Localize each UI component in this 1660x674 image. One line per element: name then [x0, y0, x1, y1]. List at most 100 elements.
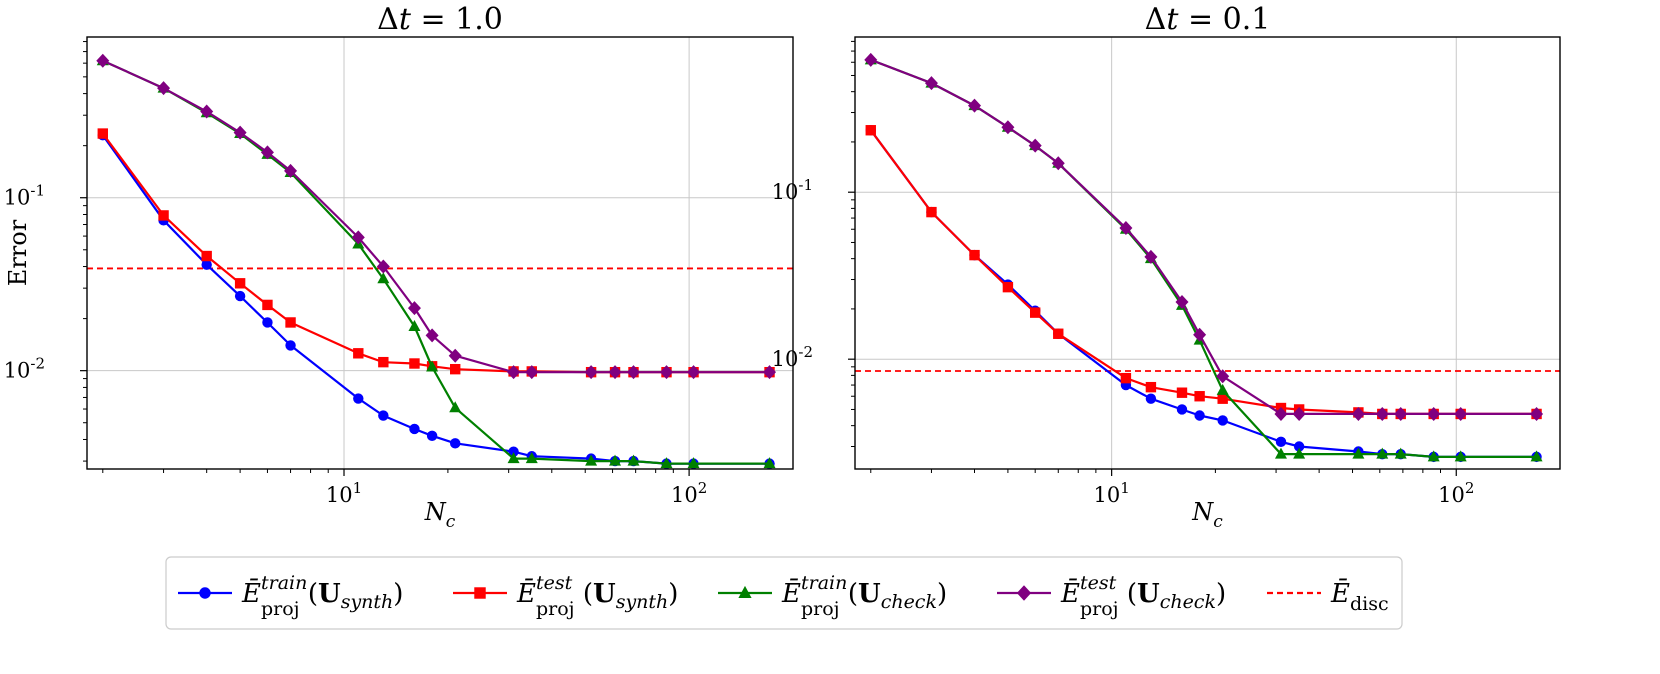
- data-point: [1530, 450, 1543, 462]
- legend-label: Ētrain proj (Ucheck): [781, 572, 947, 620]
- data-point: [200, 104, 214, 119]
- data-point: [1293, 441, 1305, 452]
- legend-marker: [474, 587, 486, 599]
- data-point: [627, 454, 640, 466]
- data-point: [1119, 221, 1133, 236]
- data-point: [260, 145, 274, 160]
- data-point: [425, 328, 439, 343]
- data-point: [1002, 281, 1014, 293]
- data-point: [157, 81, 171, 96]
- series-triangle: [96, 54, 776, 469]
- data-point: [1194, 391, 1205, 402]
- series-diamond: [864, 52, 1544, 421]
- legend-marker: [1016, 585, 1032, 601]
- data-point: [1194, 410, 1205, 421]
- data-point: [378, 356, 389, 368]
- legend-marker: [738, 585, 752, 598]
- data-point: [660, 365, 674, 380]
- data-point: [525, 452, 538, 464]
- data-point: [234, 278, 246, 289]
- data-point: [353, 348, 364, 359]
- data-point: [507, 365, 521, 380]
- data-point: [1274, 406, 1288, 421]
- data-point: [926, 206, 937, 218]
- data-point: [234, 290, 246, 302]
- data-point: [1144, 249, 1158, 264]
- series-line: [101, 134, 770, 465]
- data-point: [585, 454, 598, 466]
- data-point: [763, 457, 776, 469]
- data-point: [864, 52, 878, 67]
- data-point: [608, 365, 622, 380]
- chart-panel-2: 101 102 10-2 10-1 Δt = 0.1 Nc: [772, 2, 1561, 532]
- y-tick-label-1: 10-2: [4, 355, 45, 383]
- data-point: [408, 320, 421, 332]
- series-square: [865, 125, 1542, 420]
- series-circle: [97, 129, 775, 469]
- legend-entry-3: Ētrain proj (Ucheck): [718, 572, 947, 620]
- legend-label: Ētest proj (Usynth): [516, 572, 678, 620]
- y-tick-label-2: 10-1: [4, 182, 45, 210]
- legend-label: Ētest proj (Ucheck): [1060, 572, 1226, 620]
- legend-entry-2: Ētest proj (Usynth): [453, 572, 678, 620]
- data-point: [1427, 450, 1440, 462]
- data-point: [1028, 138, 1042, 153]
- data-point: [262, 317, 273, 328]
- data-point: [376, 259, 390, 274]
- data-point: [660, 457, 673, 469]
- data-point: [1293, 447, 1306, 459]
- chart-title: Δt = 0.1: [1145, 2, 1271, 37]
- data-point: [1145, 381, 1157, 393]
- series-diamond: [96, 53, 777, 380]
- data-point: [1394, 447, 1407, 459]
- data-point: [201, 250, 212, 262]
- data-point: [1275, 436, 1287, 448]
- data-point: [969, 249, 980, 261]
- data-point: [377, 272, 390, 284]
- data-point: [1394, 406, 1408, 421]
- data-point: [1001, 120, 1015, 135]
- chart-title: Δt = 1.0: [377, 2, 503, 37]
- data-point: [448, 348, 462, 363]
- plot-frame: [86, 36, 794, 470]
- data-point: [1216, 383, 1229, 395]
- series-line: [870, 58, 1537, 415]
- legend-label: Ēdisc: [1330, 578, 1389, 615]
- legend: Ētrain proj (Usynth) Ētest proj (Usynth) Ētr…: [165, 556, 1403, 630]
- data-point: [1375, 406, 1389, 421]
- chart-panel-1: 101 102 10-2 10-1 Δt = 1.0 Nc Error: [4, 2, 794, 532]
- data-point: [285, 317, 296, 328]
- legend-label: Ētrain proj (Usynth): [241, 572, 403, 620]
- data-point: [1454, 406, 1468, 421]
- data-point: [1274, 447, 1287, 459]
- y-axis-label: Error: [4, 219, 32, 286]
- x-tick-label-2: 102: [1438, 479, 1474, 507]
- data-point: [687, 365, 701, 380]
- data-point: [96, 53, 110, 68]
- legend-marker: [199, 587, 211, 599]
- data-point: [1145, 393, 1157, 404]
- data-point: [201, 259, 212, 270]
- data-point: [285, 340, 296, 351]
- data-point: [426, 360, 439, 372]
- data-point: [407, 301, 421, 316]
- data-point: [1352, 447, 1365, 459]
- x-tick-label-1: 101: [1094, 479, 1130, 507]
- data-point: [1217, 415, 1228, 426]
- data-point: [507, 452, 520, 464]
- data-point: [353, 393, 364, 404]
- data-point: [1427, 406, 1441, 421]
- y-tick-label-1: 10-2: [772, 343, 813, 371]
- data-point: [1120, 372, 1132, 384]
- data-point: [1051, 156, 1065, 171]
- x-tick-label-2: 102: [671, 479, 707, 507]
- data-point: [1053, 328, 1064, 339]
- data-point: [284, 163, 298, 178]
- series-line: [102, 59, 770, 374]
- data-point: [1176, 387, 1188, 398]
- data-point: [1217, 393, 1228, 404]
- data-point: [1216, 369, 1230, 384]
- data-point: [158, 210, 169, 221]
- plot-frame: [854, 36, 1561, 470]
- legend-frame: [165, 556, 1403, 630]
